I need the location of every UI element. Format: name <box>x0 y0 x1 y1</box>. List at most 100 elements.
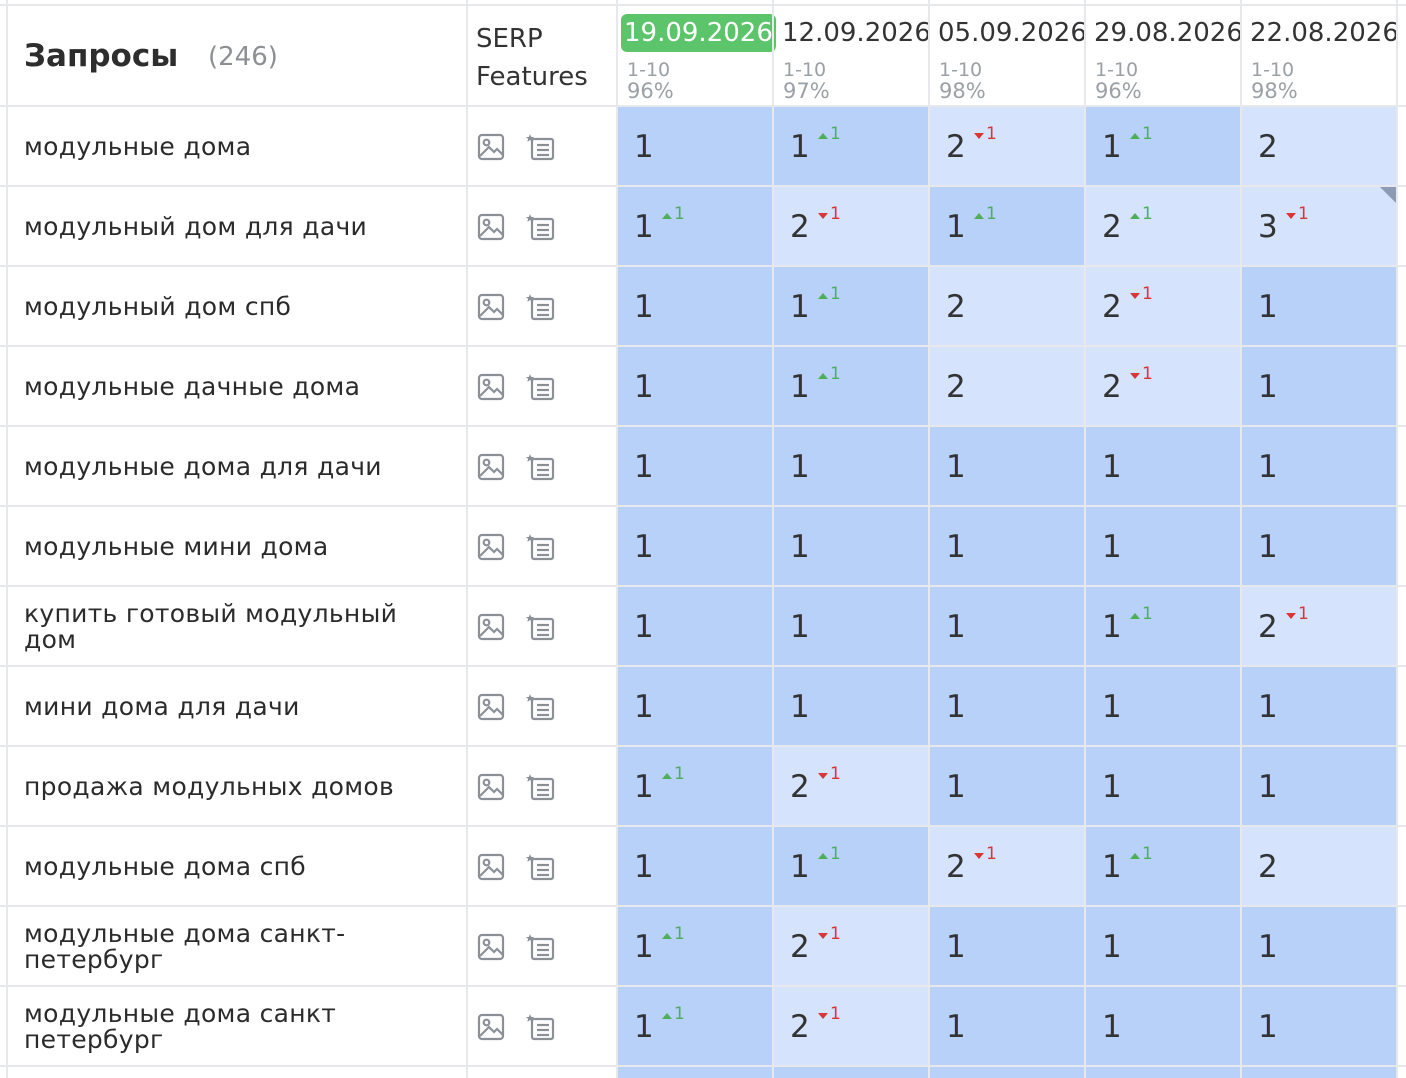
table-row[interactable]: модульные дома спб 1 1 1 2 1 1 1 2 <box>0 827 1406 907</box>
image-icon[interactable] <box>476 532 506 562</box>
query-text[interactable]: мини дома для дачи <box>24 667 424 747</box>
position-cell[interactable]: 1 <box>618 587 772 665</box>
position-cell[interactable]: 2 <box>930 267 1084 345</box>
date-label[interactable]: 22.08.2026 <box>1250 18 1399 48</box>
position-cell[interactable]: 1 <box>774 667 928 745</box>
featured-snippet-icon[interactable] <box>526 772 556 802</box>
position-cell[interactable]: 1 <box>1242 347 1396 425</box>
table-row[interactable]: модульные мини дома 1 1 1 1 1 <box>0 507 1406 587</box>
date-column-header[interactable]: 19.09.2026 1-10 96% <box>617 0 776 106</box>
queries-title[interactable]: Запросы <box>24 38 179 74</box>
position-cell[interactable]: 1 <box>618 507 772 585</box>
table-row[interactable]: мини дома для дачи 1 1 1 1 1 <box>0 667 1406 747</box>
featured-snippet-icon[interactable] <box>526 132 556 162</box>
serp-features-header[interactable]: SERP Features <box>476 20 588 96</box>
table-row[interactable]: модульный дом спб 1 1 1 2 2 1 1 <box>0 267 1406 347</box>
position-cell[interactable]: 1 <box>1086 507 1240 585</box>
position-cell[interactable]: 1 <box>618 827 772 905</box>
featured-snippet-icon[interactable] <box>526 612 556 642</box>
query-text[interactable]: купить готовый модульный дом <box>24 587 424 667</box>
image-icon[interactable] <box>476 292 506 322</box>
position-cell[interactable]: 1 <box>1242 267 1396 345</box>
image-icon[interactable] <box>476 1012 506 1042</box>
position-cell[interactable]: 1 <box>618 267 772 345</box>
image-icon[interactable] <box>476 692 506 722</box>
position-cell[interactable]: 1 <box>618 667 772 745</box>
featured-snippet-icon[interactable] <box>526 1012 556 1042</box>
position-cell[interactable]: 1 <box>930 427 1084 505</box>
position-cell[interactable]: 1 <box>774 587 928 665</box>
image-icon[interactable] <box>476 132 506 162</box>
featured-snippet-icon[interactable] <box>526 692 556 722</box>
featured-snippet-icon[interactable] <box>526 452 556 482</box>
position-cell[interactable]: 1 <box>618 107 772 185</box>
date-label[interactable]: 12.09.2026 <box>782 18 931 48</box>
date-label[interactable]: 29.08.2026 <box>1094 18 1243 48</box>
table-row[interactable]: модульные дома для дачи 1 1 1 1 1 <box>0 427 1406 507</box>
position-cell[interactable]: 1 <box>930 507 1084 585</box>
query-text[interactable]: модульные дома для дачи <box>24 427 424 507</box>
position-cell[interactable]: 1 <box>930 587 1084 665</box>
featured-snippet-icon[interactable] <box>526 212 556 242</box>
featured-snippet-icon[interactable] <box>526 292 556 322</box>
position-cell[interactable]: 1 <box>774 427 928 505</box>
featured-snippet-icon[interactable] <box>526 372 556 402</box>
table-row[interactable]: модульные дома санкт-петербург 1 1 2 1 1 1 1 <box>0 907 1406 987</box>
position-cell[interactable]: 1 <box>1086 987 1240 1065</box>
date-column-header[interactable]: 29.08.2026 1-10 96% <box>1085 0 1243 106</box>
table-row[interactable]: модульные дома санкт петербург 1 1 2 1 1 1 1 <box>0 987 1406 1067</box>
position-cell[interactable]: 1 <box>774 507 928 585</box>
image-icon[interactable] <box>476 212 506 242</box>
position-cell[interactable]: 1 <box>930 987 1084 1065</box>
table-row[interactable]: модульные дома 1 1 1 2 1 1 1 2 <box>0 107 1406 187</box>
featured-snippet-icon[interactable] <box>526 532 556 562</box>
position-cell[interactable]: 1 <box>1242 507 1396 585</box>
table-row[interactable]: модульный дом для дачи 1 1 2 1 1 1 2 1 3 1 <box>0 187 1406 267</box>
position-cell[interactable]: 1 <box>1086 667 1240 745</box>
position-cell[interactable]: 1 <box>1086 427 1240 505</box>
table-row[interactable]: продажа модульных домов 1 1 2 1 1 1 1 <box>0 747 1406 827</box>
featured-snippet-icon[interactable] <box>526 852 556 882</box>
position-cell[interactable]: 1 <box>930 907 1084 985</box>
image-icon[interactable] <box>476 612 506 642</box>
image-icon[interactable] <box>476 932 506 962</box>
note-corner-marker[interactable] <box>1380 187 1396 203</box>
query-text[interactable]: модульные дома санкт-петербург <box>24 907 424 987</box>
date-column-header[interactable]: 12.09.2026 1-10 97% <box>773 0 931 106</box>
position-cell[interactable]: 1 <box>1242 427 1396 505</box>
table-row[interactable]: модульные дачные дома 1 1 1 2 2 1 1 <box>0 347 1406 427</box>
position-cell[interactable]: 1 <box>1242 907 1396 985</box>
query-text[interactable]: продажа модульных домов <box>24 747 424 827</box>
query-text[interactable]: модульные дома <box>24 107 424 187</box>
position-cell[interactable]: 2 <box>930 347 1084 425</box>
date-column-header[interactable]: 22.08.2026 1-10 98% <box>1241 0 1399 106</box>
position-cell[interactable]: 1 <box>1242 987 1396 1065</box>
date-column-header[interactable]: 05.09.2026 1-10 98% <box>929 0 1087 106</box>
query-text[interactable]: модульные мини дома <box>24 507 424 587</box>
position-cell[interactable]: 2 <box>1242 107 1396 185</box>
position-cell[interactable]: 1 <box>1242 667 1396 745</box>
position-cell[interactable]: 1 <box>1086 907 1240 985</box>
date-label[interactable]: 19.09.2026 <box>621 14 776 52</box>
position-cell[interactable]: 1 <box>1242 747 1396 825</box>
